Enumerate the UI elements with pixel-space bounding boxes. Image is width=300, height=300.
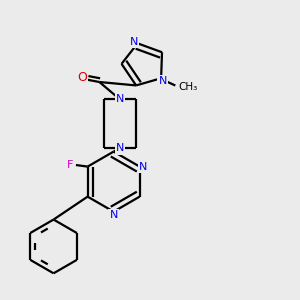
Text: N: N — [116, 94, 124, 104]
Text: O: O — [77, 71, 87, 84]
Text: CH₃: CH₃ — [178, 82, 198, 92]
Text: N: N — [110, 211, 118, 220]
Text: F: F — [67, 160, 74, 170]
Text: N: N — [158, 76, 167, 86]
Text: N: N — [139, 162, 148, 172]
Text: N: N — [116, 143, 124, 153]
Text: N: N — [130, 37, 138, 47]
